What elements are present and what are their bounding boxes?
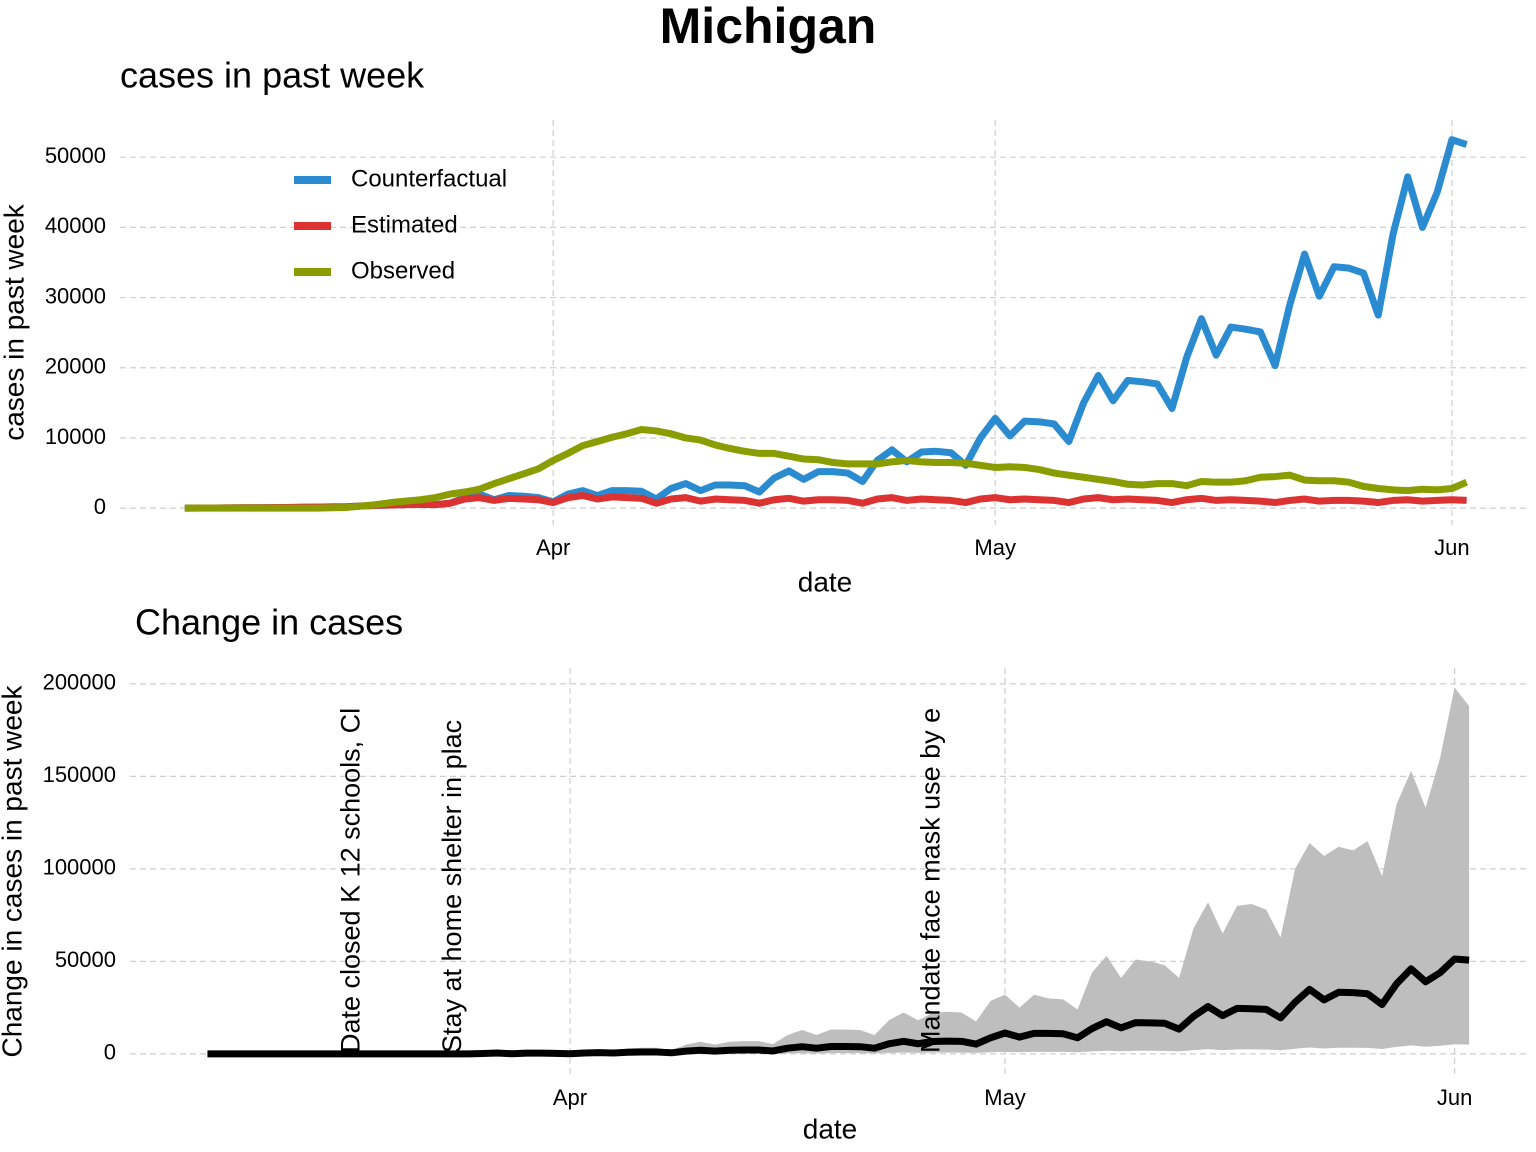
y-tick-label: 20000 [45, 354, 106, 379]
panel-title: cases in past week [120, 55, 425, 96]
annotation: Mandate face mask use by e [916, 708, 946, 1053]
y-tick-label: 0 [94, 494, 106, 519]
annotation: Date closed K 12 schools, Cl [336, 708, 366, 1053]
y-tick-label: 150000 [43, 762, 116, 787]
x-tick-label: May [984, 1085, 1026, 1110]
series-line [184, 136, 1468, 512]
series-line [184, 426, 1469, 512]
y-tick-label: 30000 [45, 283, 106, 308]
x-tick-label: May [974, 535, 1016, 560]
x-tick-label: Apr [553, 1085, 587, 1110]
x-tick-label: Jun [1437, 1085, 1472, 1110]
legend-label: Estimated [351, 211, 458, 238]
y-axis-label: cases in past week [0, 203, 29, 441]
annotations: Date closed K 12 schools, Cl Stay at home… [336, 708, 946, 1053]
y-axis-label: Change in cases in past week [0, 685, 27, 1058]
figure-title: Michigan [660, 0, 877, 54]
y-tick-label: 40000 [45, 213, 106, 238]
y-tick-label: 100000 [43, 855, 116, 880]
x-tick-label: Apr [536, 535, 570, 560]
x-axis-label: date [798, 566, 853, 597]
x-axis-label: date [803, 1113, 858, 1144]
change-line [207, 955, 1470, 1058]
legend-label: Observed [351, 257, 455, 284]
y-tick-label: 200000 [43, 670, 116, 695]
uncertainty-band [207, 687, 1470, 1054]
annotation: Stay at home shelter in plac [437, 720, 467, 1053]
y-tick-label: 50000 [45, 143, 106, 168]
panel-title: Change in cases [135, 602, 403, 643]
y-tick-label: 10000 [45, 424, 106, 449]
legend-label: Counterfactual [351, 165, 507, 192]
x-tick-label: Jun [1434, 535, 1469, 560]
y-tick-label: 50000 [55, 947, 116, 972]
y-tick-label: 0 [104, 1040, 116, 1065]
